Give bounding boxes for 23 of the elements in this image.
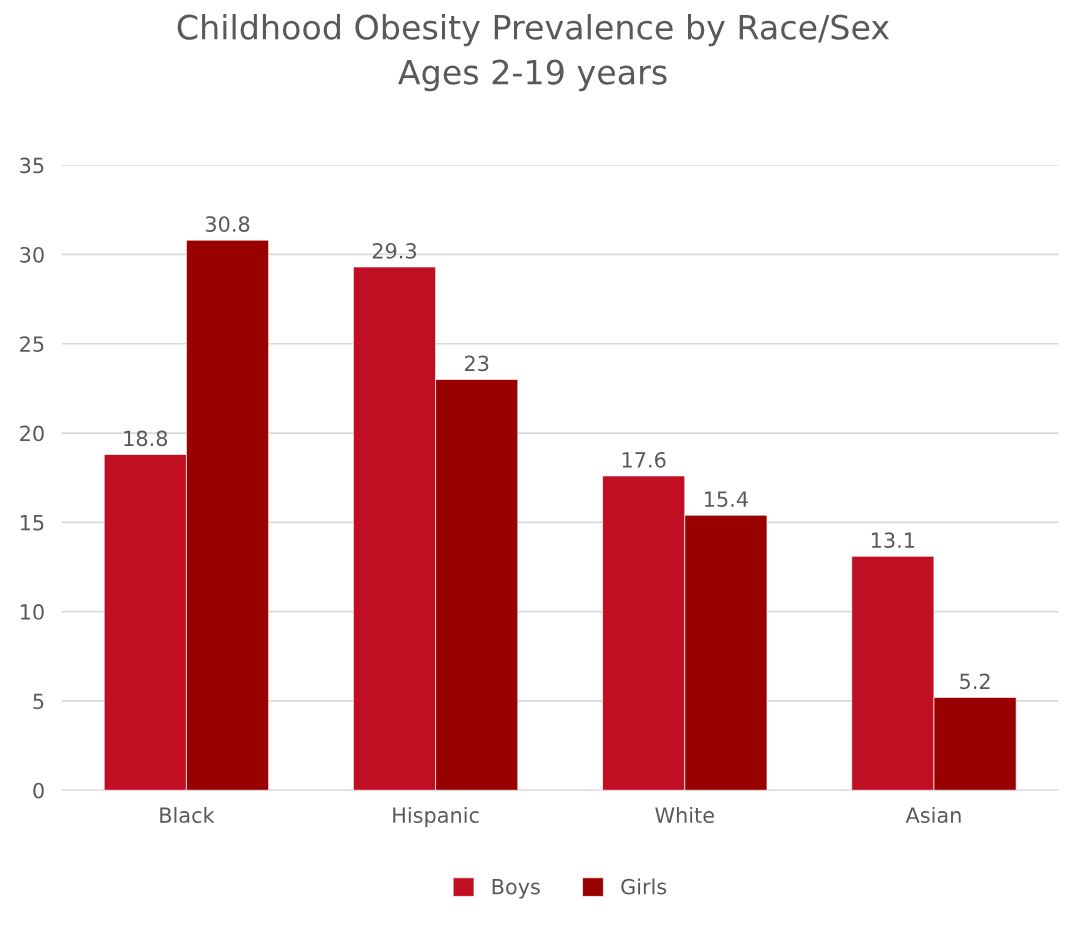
y-tick-label: 15 (20, 515, 44, 531)
y-tick-label: 10 (20, 604, 44, 620)
data-label: 5.2 (960, 673, 990, 690)
y-tick-label: 20 (20, 425, 44, 442)
data-label: 13.1 (871, 532, 915, 549)
legend-label: Boys (492, 879, 540, 899)
y-tick-label: 0 (33, 782, 44, 799)
x-tick-label: Black (160, 806, 215, 824)
legend-label: Girls (621, 878, 667, 895)
data-label: 15.4 (704, 491, 748, 507)
y-tick-label: 35 (20, 157, 44, 174)
data-label: 17.6 (622, 451, 666, 468)
x-tick-label: Hispanic (393, 806, 479, 828)
data-label: 29.3 (372, 242, 416, 259)
x-tick-label: Asian (905, 806, 961, 824)
y-tick-label: 25 (20, 336, 44, 352)
data-label: 30.8 (205, 216, 250, 232)
x-tick-label: White (655, 806, 714, 824)
y-tick-label: 5 (33, 693, 44, 710)
y-tick-label: 30 (20, 246, 44, 263)
data-label: 18.8 (124, 430, 168, 447)
data-label: 23 (464, 355, 489, 372)
chart-title: Childhood Obesity Prevalence by Race/Sex Ages 2-19 years (177, 14, 890, 92)
